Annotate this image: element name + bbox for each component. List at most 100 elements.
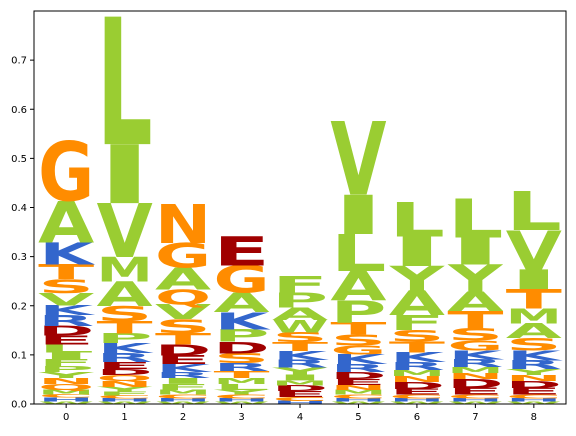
logo-letter-v: V bbox=[97, 189, 153, 275]
logo-letter-i: I bbox=[272, 373, 328, 382]
logo-letter-r: R bbox=[38, 312, 94, 329]
logo-letter-m: M bbox=[389, 369, 445, 378]
logo-letter-g: G bbox=[155, 236, 211, 275]
logo-letter-k: K bbox=[215, 308, 271, 335]
logo-letter-t: T bbox=[506, 284, 562, 315]
x-tick-label: 6 bbox=[414, 412, 420, 423]
logo-letter-t: T bbox=[213, 369, 269, 380]
x-tick-label: 5 bbox=[355, 412, 361, 423]
logo-letter-w: W bbox=[155, 401, 211, 405]
logo-letter-e: E bbox=[447, 386, 503, 397]
logo-letter-w: W bbox=[389, 401, 445, 405]
logo-letter-y: Y bbox=[213, 388, 269, 396]
logo-letter-g: G bbox=[447, 338, 503, 354]
logo-letter-k: K bbox=[39, 236, 96, 272]
logo-letter-i: I bbox=[97, 128, 153, 222]
logo-letter-d: D bbox=[330, 370, 386, 381]
y-tick-label: 0.1 bbox=[11, 350, 27, 361]
logo-letter-c: C bbox=[330, 394, 386, 400]
logo-letter-a: A bbox=[330, 263, 387, 310]
logo-letter-y: Y bbox=[38, 371, 96, 380]
logo-letter-k: K bbox=[98, 341, 155, 357]
logo-letter-m: M bbox=[447, 366, 503, 375]
x-tick-label: 0 bbox=[63, 412, 69, 423]
logo-letter-r: R bbox=[272, 358, 328, 370]
logo-letter-w: W bbox=[447, 401, 503, 405]
logo-letter-r: R bbox=[213, 361, 269, 373]
logo-letter-i: I bbox=[330, 184, 386, 247]
logo-letter-d: D bbox=[389, 380, 445, 391]
logo-letter-k: K bbox=[273, 349, 330, 363]
logo-letter-n: N bbox=[155, 194, 211, 256]
logo-letter-i: I bbox=[447, 230, 503, 273]
logo-letter-s: S bbox=[272, 330, 328, 346]
logo-letter-w: W bbox=[506, 401, 562, 405]
logo-letter-t: T bbox=[272, 340, 328, 354]
logo-letter-g: G bbox=[330, 343, 386, 357]
logo-letter-f: F bbox=[97, 391, 153, 397]
y-tick-label: 0.0 bbox=[11, 400, 27, 411]
logo-letter-h: H bbox=[330, 398, 386, 403]
logo-letter-q: Q bbox=[155, 286, 211, 310]
logo-letter-s: S bbox=[389, 327, 445, 346]
logo-letter-r: R bbox=[155, 371, 211, 380]
logo-letter-a: A bbox=[38, 190, 95, 257]
logo-letter-p: P bbox=[38, 365, 94, 374]
logo-letter-k: K bbox=[390, 350, 447, 366]
logo-letter-w: W bbox=[213, 401, 269, 405]
logo-letter-f: F bbox=[389, 311, 445, 335]
logo-letter-y: Y bbox=[271, 366, 329, 377]
logo-letter-m: M bbox=[213, 377, 269, 386]
logo-letter-p: P bbox=[97, 331, 153, 347]
logo-letter-c: C bbox=[447, 394, 503, 400]
logo-letter-m: M bbox=[330, 389, 386, 397]
logo-letter-t: T bbox=[38, 261, 94, 285]
logo-letter-h: H bbox=[506, 398, 562, 403]
logo-letter-t: T bbox=[389, 339, 445, 356]
logo-letter-p: P bbox=[330, 294, 386, 329]
logo-letter-v: V bbox=[38, 290, 94, 309]
y-axis: 0.0 0.1 0.2 0.3 0.4 0.5 0.6 0.7 bbox=[11, 56, 34, 411]
logo-letter-e: E bbox=[506, 386, 562, 397]
logo-letter-e: E bbox=[272, 390, 328, 399]
logo-letter-h: H bbox=[447, 398, 503, 403]
logo-letter-t: T bbox=[447, 307, 503, 334]
logo-letter-d: D bbox=[155, 342, 211, 359]
logo-letter-i: I bbox=[506, 264, 562, 296]
logo-letter-n: N bbox=[447, 372, 503, 381]
logo-letter-m: M bbox=[506, 305, 562, 328]
logo-letter-f: F bbox=[272, 272, 328, 299]
logo-letter-r: R bbox=[389, 360, 445, 372]
logo-letter-g: G bbox=[38, 126, 94, 220]
logo-letter-s: S bbox=[330, 332, 386, 349]
logo-letter-w: W bbox=[272, 317, 328, 337]
logo-letter-w: W bbox=[97, 401, 153, 405]
logo-letter-m: M bbox=[38, 389, 94, 397]
logo-letter-n: N bbox=[330, 384, 386, 392]
logo-letter-k: K bbox=[39, 303, 96, 319]
logo-letter-n: N bbox=[97, 380, 153, 389]
logo-letter-c: C bbox=[155, 394, 211, 400]
logo-letter-k: K bbox=[332, 352, 389, 368]
y-tick-label: 0.4 bbox=[11, 203, 27, 214]
logo-letter-a: A bbox=[213, 287, 270, 319]
logo-letter-r: R bbox=[97, 351, 153, 365]
logo-letter-a: A bbox=[272, 305, 328, 324]
logo-letter-r: R bbox=[330, 362, 386, 374]
logo-letter-l: L bbox=[330, 224, 386, 283]
y-tick-label: 0.6 bbox=[11, 105, 27, 116]
logo-letter-e: E bbox=[38, 333, 94, 347]
letters-layer: WHCMQNYPFILEDRKVSTKAGWHCFYNQDERKPTSAMVIL… bbox=[38, 0, 564, 405]
y-tick-label: 0.2 bbox=[11, 301, 27, 312]
logo-letter-i: I bbox=[155, 376, 211, 385]
logo-letter-l: L bbox=[213, 382, 269, 391]
logo-letter-c: C bbox=[389, 394, 445, 400]
logo-letter-a: A bbox=[155, 262, 211, 297]
logo-letter-q: Q bbox=[38, 382, 94, 391]
x-tick-label: 1 bbox=[121, 412, 127, 423]
logo-letter-l: L bbox=[447, 188, 503, 251]
logo-letter-t: T bbox=[330, 319, 387, 339]
logo-letter-k: K bbox=[449, 348, 506, 362]
x-tick-label: 4 bbox=[297, 412, 303, 423]
